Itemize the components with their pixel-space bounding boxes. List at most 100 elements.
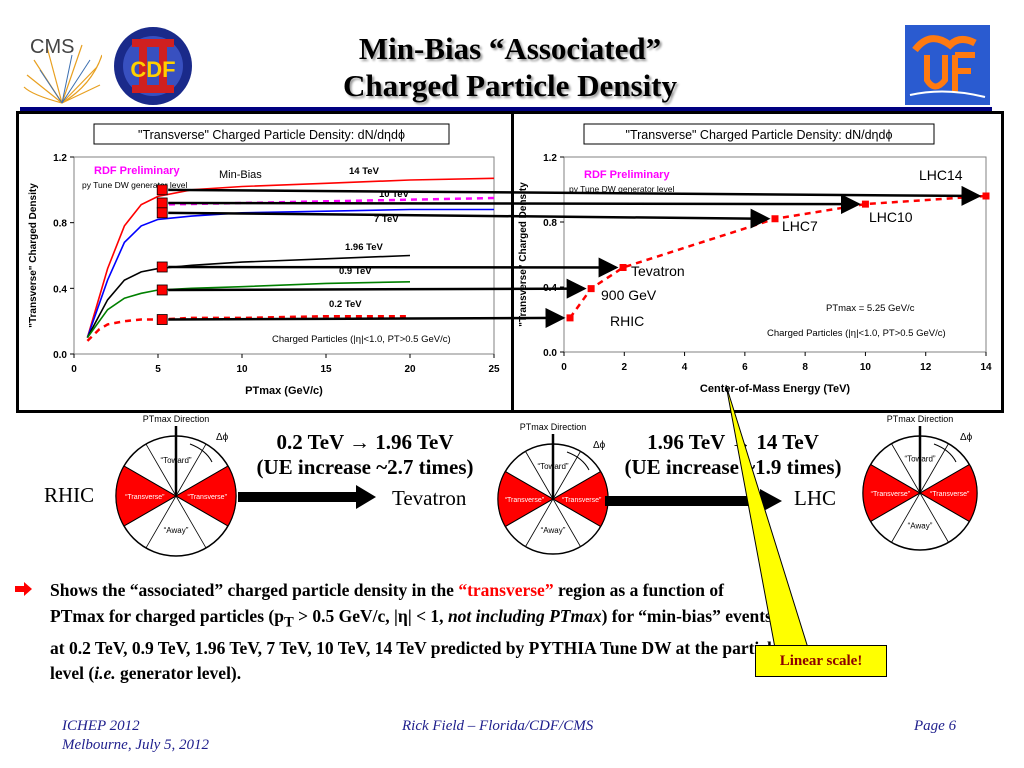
ptmax-marker-1 (156, 197, 168, 209)
left-chart-panel: "Transverse" Charged Particle Density: d… (16, 111, 514, 413)
series-label: 10 TeV (379, 189, 410, 200)
chart-title: "Transverse" Charged Particle Density: d… (138, 128, 405, 142)
data-point (771, 215, 779, 223)
left-chart: "Transverse" Charged Particle Density: d… (28, 123, 500, 397)
point-label-4: LHC10 (869, 209, 913, 225)
right-chart: "Transverse" Charged Particle Density: d… (518, 123, 992, 395)
transverse-wedge-left (862, 463, 921, 523)
bullet-line4b: generator level). (115, 663, 242, 683)
bullet-part2: region as a function of (553, 580, 724, 600)
x-tick-label: 0 (71, 364, 77, 375)
svg-text:CDF: CDF (130, 57, 175, 82)
chart-title-box (93, 123, 450, 145)
point-label-2: Tevatron (631, 263, 685, 279)
y-tick-label: 0.8 (53, 219, 67, 230)
x-tick-label: 14 (980, 362, 992, 373)
footer-center: Rick Field – Florida/CDF/CMS (402, 718, 594, 734)
series-label: 7 TeV (374, 214, 399, 225)
point-label-1: 900 GeV (601, 287, 657, 303)
toward-label: “Toward” (904, 455, 935, 464)
y-tick-label: 0.4 (53, 284, 67, 295)
data-point (566, 314, 574, 322)
preliminary-label: RDF Preliminary (584, 169, 670, 181)
minbias-label: Min-Bias (219, 169, 262, 181)
divider-line (919, 464, 970, 494)
divider-line (552, 498, 601, 527)
bullet-line2it: not including PTmax (447, 605, 602, 626)
bullet-line4it: i.e. (94, 663, 116, 683)
data-point (982, 192, 990, 200)
transverse-wedge-left (497, 470, 554, 528)
step1-line-1: 0.2 TeV → 1.96 TeV (276, 430, 454, 454)
y-tick-label: 1.2 (53, 153, 67, 164)
x-tick-label: 6 (742, 362, 748, 373)
tevatron-label: Tevatron (392, 486, 467, 510)
transverse-label-left: “Transverse” (125, 494, 165, 501)
x-tick-label: 0 (561, 362, 567, 373)
divider-line (123, 465, 177, 497)
away-label: “Away” (541, 526, 566, 535)
transverse-label-right: “Transverse” (930, 491, 970, 498)
y-axis-label: "Transverse" Charged Density (518, 182, 529, 327)
series-label: 0.9 TeV (339, 266, 372, 277)
y-tick-label: 0.4 (543, 283, 557, 294)
cdf-logo: CDF (110, 25, 196, 107)
x-tick-label: 10 (860, 362, 872, 373)
ptmax-marker-2 (156, 207, 168, 219)
bullet-line2sub: T (283, 614, 294, 630)
divider-line (175, 495, 207, 549)
ptmax-marker-3 (156, 261, 168, 273)
delta-phi-label: Δϕ (216, 432, 229, 443)
uf-logo (905, 25, 990, 105)
x-tick-label: 8 (802, 362, 808, 373)
divider-line (552, 498, 581, 547)
bullet-part1: Shows the “associated” charged particle … (50, 580, 459, 600)
x-tick-label: 12 (920, 362, 932, 373)
delta-phi-label: Δϕ (593, 440, 606, 451)
region-diagram-rhic: PTmax Direction Δϕ “Toward” “Transverse” “Tr… (115, 414, 237, 557)
ptmax-marker-0 (156, 184, 168, 196)
series-label: 14 TeV (349, 166, 380, 177)
bullet-arrow-icon (15, 582, 32, 596)
divider-line (175, 443, 207, 497)
divider-line (919, 492, 970, 522)
y-tick-label: 0.0 (53, 350, 67, 361)
divider-line (919, 492, 949, 543)
data-point (861, 200, 869, 208)
title-line-1: Min-Bias “Associated” (358, 31, 662, 66)
y-tick-label: 1.2 (543, 153, 557, 164)
y-tick-label: 0.8 (543, 218, 557, 229)
divider-line (525, 498, 554, 547)
y-tick-label: 0.0 (543, 348, 557, 359)
chart-title: "Transverse" Charged Particle Density: d… (626, 128, 893, 142)
svg-text:CMS: CMS (30, 36, 74, 58)
point-label-0: RHIC (610, 313, 644, 329)
bullet-line2c: ) for “min-bias” events (601, 605, 772, 626)
step1-heading: 0.2 TeV → 1.96 TeV (UE increase ~2.7 tim… (230, 430, 500, 480)
data-point (619, 264, 627, 271)
bullet-line2b: > 0.5 GeV/c, |η| < 1, (293, 605, 448, 626)
rhic-label: RHIC (44, 483, 95, 507)
chart-title-box (583, 123, 935, 145)
lhc-label: LHC (794, 486, 836, 510)
series-line-0 (568, 194, 987, 319)
x-tick-label: 15 (320, 364, 332, 375)
x-tick-label: 5 (155, 364, 161, 375)
region-diagram-tevatron: PTmax Direction Δϕ “Toward” “Transverse” “Tr… (497, 422, 609, 555)
transverse-label-right: “Transverse” (187, 494, 227, 501)
transverse-label-left: “Transverse” (505, 497, 545, 504)
divider-line (870, 464, 921, 494)
x-tick-label: 2 (622, 362, 628, 373)
ptmax-marker-4 (156, 284, 168, 296)
cuts-label: Charged Particles (|η|<1.0, PT>0.5 GeV/c… (272, 334, 451, 345)
divider-line (145, 443, 177, 497)
delta-phi-arc (933, 443, 957, 463)
x-tick-label: 4 (682, 362, 688, 373)
arrow-tevatron-to-lhc (605, 489, 782, 513)
slide-title: Min-Bias “Associated” Charged Particle D… (230, 30, 790, 104)
away-label: “Away” (164, 526, 189, 535)
bullet-highlight: “transverse” (458, 580, 554, 600)
divider-line (552, 471, 601, 500)
divider-line (891, 492, 921, 543)
transverse-label-right: “Transverse” (562, 497, 602, 504)
